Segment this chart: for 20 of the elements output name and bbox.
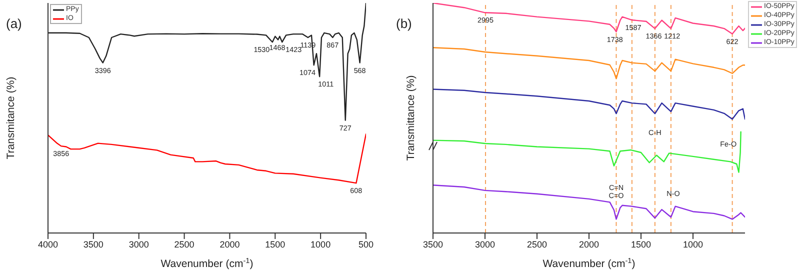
x-tick-label: 2500 [526, 239, 548, 250]
x-tick-label: 3500 [83, 239, 104, 250]
y-axis-title: Transmitance (%) [5, 76, 17, 160]
x-tick-label: 3000 [128, 239, 149, 250]
x-tick-label: 4000 [38, 239, 58, 250]
x-tick-label: 3000 [474, 239, 496, 250]
x-tick-label: 1500 [265, 239, 286, 250]
x-tick-label: 500 [358, 239, 374, 250]
y-axis-title: Transmittance (%) [405, 75, 417, 161]
x-tick-label: 2000 [578, 239, 600, 250]
x-tick-label: 1500 [630, 239, 652, 250]
x-tick-label: 3500 [422, 239, 444, 250]
x-tick-label: 1000 [310, 239, 331, 250]
x-axis-title: Wavenumber (cm$^{-1}$) [160, 256, 254, 270]
x-tick-label: 1000 [682, 239, 704, 250]
text: (b) [396, 16, 412, 31]
x-tick-label: 2000 [220, 239, 240, 250]
x-tick-label: 2500 [174, 239, 194, 250]
x-axis-title: Wavenumber (cm$^{-1}$) [542, 256, 636, 270]
text: (a) [6, 16, 22, 31]
